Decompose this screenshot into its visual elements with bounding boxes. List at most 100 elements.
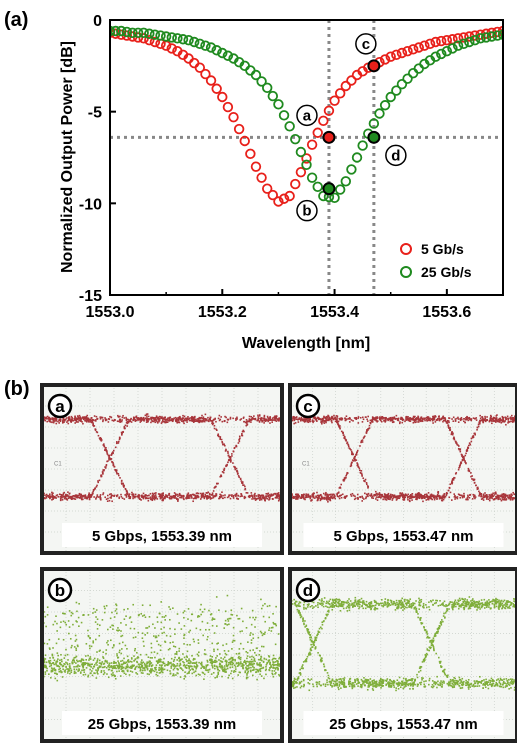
eye-sample bbox=[369, 419, 372, 422]
eye-sample bbox=[313, 416, 315, 418]
eye-sample bbox=[105, 465, 108, 467]
eye-sample bbox=[67, 491, 69, 493]
eye-sample bbox=[469, 418, 471, 421]
eye-sample bbox=[158, 669, 161, 671]
eye-sample bbox=[267, 661, 270, 663]
eye-sample bbox=[131, 658, 133, 660]
eye-sample bbox=[418, 492, 420, 494]
eye-sample bbox=[403, 494, 405, 497]
eye-sample bbox=[253, 662, 256, 665]
eye-sample bbox=[511, 417, 514, 419]
eye-sample bbox=[177, 498, 179, 500]
eye-sample bbox=[117, 664, 119, 667]
eye-sample bbox=[235, 495, 237, 498]
eye-sample bbox=[218, 495, 221, 498]
eye-sample bbox=[131, 664, 134, 667]
eye-sample bbox=[139, 667, 141, 669]
eye-sample bbox=[209, 661, 212, 664]
eye-sample bbox=[233, 671, 235, 673]
eye-sample bbox=[80, 418, 82, 421]
eye-sample bbox=[155, 419, 158, 421]
eye-sample bbox=[159, 496, 162, 499]
eye-sample bbox=[305, 494, 308, 497]
eye-sample bbox=[452, 479, 455, 481]
eye-sample bbox=[427, 416, 430, 418]
eye-sample bbox=[52, 656, 54, 659]
eye-sample bbox=[435, 495, 437, 498]
eye-sample bbox=[470, 472, 472, 474]
eye-sample bbox=[387, 495, 390, 498]
eye-sample bbox=[92, 641, 95, 644]
eye-sample bbox=[432, 415, 434, 418]
eye-sample bbox=[376, 499, 379, 501]
eye-sample bbox=[175, 650, 178, 653]
eye-sample bbox=[452, 420, 455, 422]
eye-sample bbox=[154, 636, 157, 639]
eye-sample bbox=[362, 418, 365, 421]
data-point bbox=[452, 33, 464, 44]
eye-sample bbox=[86, 662, 89, 665]
eye-sample bbox=[211, 492, 214, 494]
eye-sample bbox=[329, 498, 331, 501]
eye-sample bbox=[461, 455, 464, 457]
eye-sample bbox=[110, 454, 112, 456]
eye-sample bbox=[92, 667, 94, 670]
eye-sample bbox=[138, 495, 140, 497]
eye-sample bbox=[422, 500, 424, 503]
eye-sample bbox=[259, 667, 262, 670]
data-point bbox=[189, 36, 200, 48]
eye-sample bbox=[60, 671, 62, 674]
eye-sample bbox=[456, 417, 458, 420]
eye-sample bbox=[95, 496, 98, 499]
eye-sample bbox=[154, 421, 157, 424]
eye-sample bbox=[220, 666, 222, 669]
eye-sample bbox=[348, 416, 351, 419]
eye-sample bbox=[371, 497, 373, 499]
eye-sample bbox=[433, 417, 436, 420]
eye-sample bbox=[102, 493, 104, 496]
eye-sample bbox=[508, 496, 511, 498]
eye-sample bbox=[304, 419, 306, 422]
eye-sample bbox=[355, 416, 358, 419]
eye-sample bbox=[224, 652, 227, 655]
eye-sample bbox=[146, 661, 149, 664]
data-point bbox=[413, 42, 424, 53]
eye-sample bbox=[70, 611, 73, 614]
eye-sample bbox=[157, 661, 160, 663]
eye-sample bbox=[112, 464, 115, 467]
eye-sample bbox=[259, 494, 262, 497]
eye-sample bbox=[361, 473, 363, 476]
eye-sample bbox=[129, 627, 132, 630]
eye-sample bbox=[405, 419, 407, 421]
eye-sample bbox=[62, 418, 65, 421]
eye-sample bbox=[438, 418, 441, 421]
eye-sample bbox=[197, 496, 200, 498]
eye-sample bbox=[43, 417, 46, 419]
point-callout-label-a: a bbox=[303, 107, 312, 124]
eye-sample bbox=[224, 610, 227, 613]
eye-sample bbox=[155, 673, 157, 676]
eye-sample bbox=[275, 417, 277, 420]
eye-frame bbox=[40, 567, 284, 743]
eye-sample bbox=[254, 660, 256, 663]
eye-sample bbox=[389, 417, 392, 420]
eye-sample bbox=[99, 418, 102, 420]
eye-caption-box bbox=[62, 523, 262, 547]
eye-sample bbox=[130, 657, 133, 659]
eye-sample bbox=[148, 663, 151, 666]
eye-sample bbox=[309, 497, 312, 500]
eye-sample bbox=[163, 662, 166, 665]
eye-sample bbox=[146, 418, 149, 421]
eye-sample bbox=[325, 496, 328, 499]
eye-sample bbox=[340, 419, 343, 421]
eye-sample bbox=[412, 496, 414, 499]
eye-sample bbox=[152, 623, 154, 626]
eye-sample bbox=[327, 497, 330, 500]
eye-sample bbox=[426, 495, 429, 497]
eye-sample bbox=[90, 663, 92, 666]
eye-sample bbox=[102, 473, 104, 475]
eye-sample bbox=[211, 421, 214, 423]
eye-sample bbox=[324, 420, 326, 423]
eye-sample bbox=[504, 497, 506, 500]
eye-sample bbox=[89, 658, 92, 660]
